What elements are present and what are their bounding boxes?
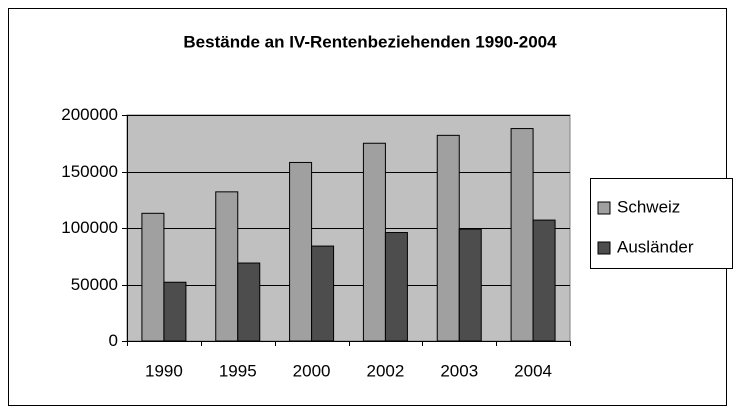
bar — [141, 212, 165, 342]
bar — [458, 228, 482, 342]
legend-label: Ausländer — [617, 237, 694, 256]
bar — [237, 262, 261, 342]
x-tick-label: 2004 — [514, 361, 552, 380]
bar — [215, 191, 239, 342]
bar — [510, 128, 534, 342]
chart-title: Bestände an IV-Rentenbeziehenden 1990-20… — [183, 32, 557, 51]
bar — [289, 161, 313, 342]
y-tick-label: 200000 — [61, 105, 118, 124]
legend-label: Schweiz — [617, 197, 680, 216]
x-tick-label: 1995 — [219, 361, 257, 380]
x-tick-label: 1990 — [145, 361, 183, 380]
y-tick-label: 150000 — [61, 162, 118, 181]
y-tick-label: 50000 — [71, 275, 118, 294]
y-tick-label: 0 — [109, 331, 118, 350]
legend-swatch — [597, 201, 611, 215]
x-tick-label: 2000 — [293, 361, 331, 380]
bar — [532, 219, 556, 342]
bar — [163, 281, 187, 342]
y-tick-label: 100000 — [61, 218, 118, 237]
bar — [436, 134, 460, 342]
x-tick-label: 2003 — [440, 361, 478, 380]
x-tick-label: 2002 — [367, 361, 405, 380]
bar — [362, 142, 386, 342]
legend-swatch — [597, 241, 611, 255]
legend-box — [590, 178, 733, 269]
bar — [311, 245, 335, 342]
bar — [384, 232, 408, 342]
